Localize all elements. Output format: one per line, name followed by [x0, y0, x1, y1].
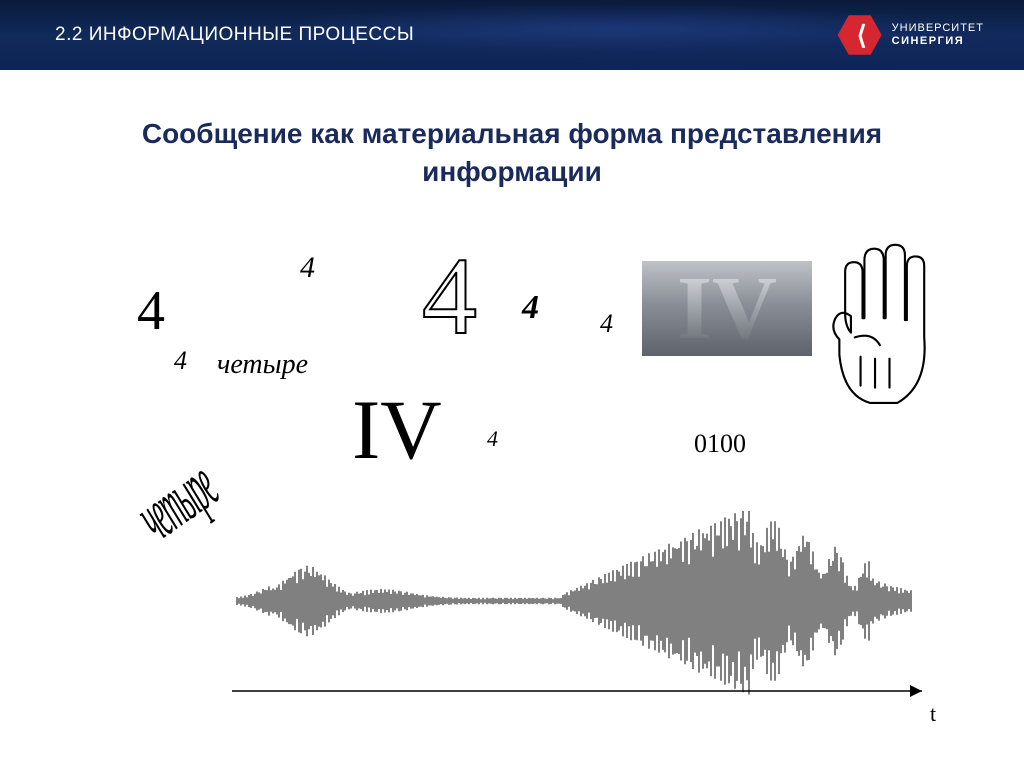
- section-label: ИНФОРМАЦИОННЫЕ ПРОЦЕССЫ: [89, 24, 414, 45]
- binary-code: 0100: [694, 429, 746, 459]
- audio-waveform: [232, 511, 932, 711]
- logo-text: УНИВЕРСИТЕТ СИНЕРГИЯ: [892, 22, 984, 48]
- illustration-canvas: 4 4 4 четыре 4 4 4 4 IV IV 0100 четыре t: [82, 251, 942, 761]
- digit-four-small-italic: 4: [487, 426, 498, 452]
- slide-header: 2.2 ИНФОРМАЦИОННЫЕ ПРОЦЕССЫ ⟨ УНИВЕРСИТЕ…: [0, 0, 1024, 70]
- logo-line1: УНИВЕРСИТЕТ: [892, 22, 984, 35]
- word-chetyre-skewed: четыре: [122, 446, 233, 557]
- logo-line2: СИНЕРГИЯ: [892, 35, 984, 48]
- section-number: 2.2: [55, 24, 83, 45]
- digit-four-outline-large: 4: [422, 233, 477, 360]
- digit-four-serif: 4: [137, 279, 165, 343]
- section-title: 2.2 ИНФОРМАЦИОННЫЕ ПРОЦЕССЫ: [55, 24, 414, 46]
- logo-hex-icon: ⟨: [838, 13, 882, 57]
- roman-four-plain: IV: [352, 381, 442, 479]
- university-logo: ⟨ УНИВЕРСИТЕТ СИНЕРГИЯ: [838, 13, 984, 57]
- logo-arrow-icon: ⟨: [857, 20, 867, 51]
- roman-four-3d: IV: [642, 261, 812, 356]
- time-axis-label: t: [930, 701, 936, 727]
- hand-four-icon: [822, 241, 957, 415]
- roman-four-3d-text: IV: [677, 257, 777, 360]
- digit-four-bold-italic: 4: [522, 289, 539, 327]
- slide-title: Сообщение как материальная форма предста…: [0, 70, 1024, 221]
- digit-four-script-2: 4: [174, 346, 187, 376]
- digit-four-script-small: 4: [300, 251, 315, 285]
- digit-four-italic: 4: [600, 309, 613, 339]
- word-chetyre: четыре: [217, 349, 308, 381]
